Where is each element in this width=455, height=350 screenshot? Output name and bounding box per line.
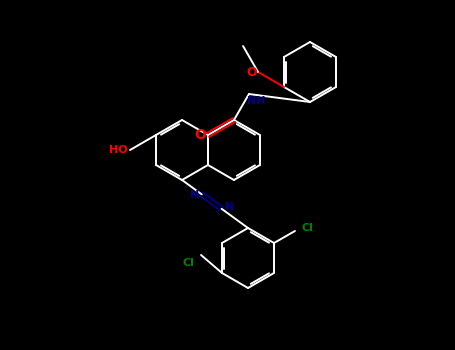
Text: Cl: Cl: [182, 258, 194, 268]
Text: O: O: [247, 66, 257, 79]
Text: Cl: Cl: [302, 223, 314, 233]
Text: NH: NH: [248, 96, 266, 106]
Text: O: O: [194, 128, 206, 142]
Text: N: N: [190, 190, 199, 201]
Text: N: N: [225, 202, 234, 212]
Text: HO: HO: [109, 145, 128, 155]
